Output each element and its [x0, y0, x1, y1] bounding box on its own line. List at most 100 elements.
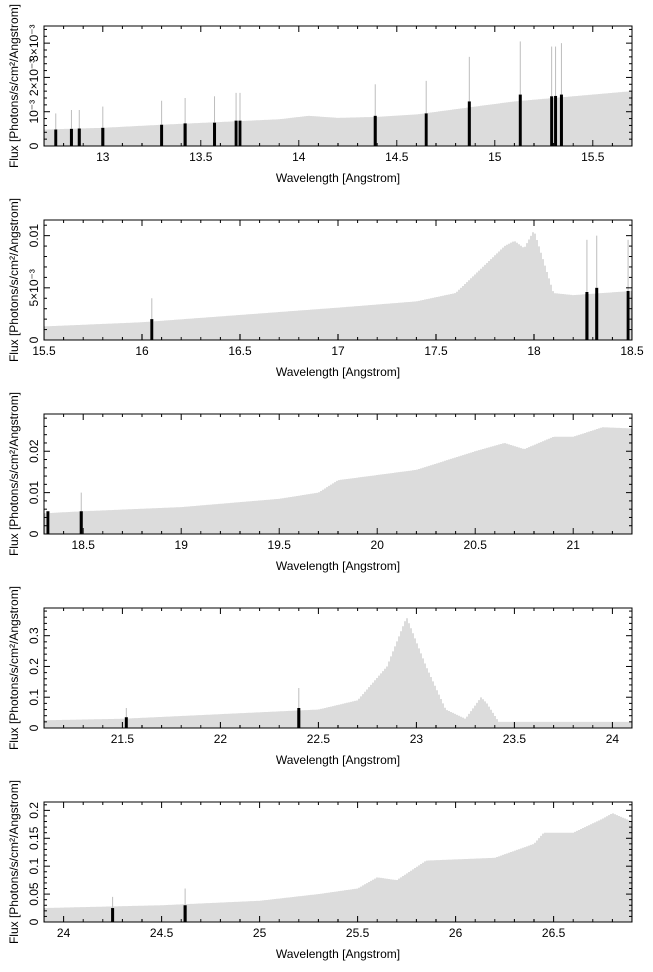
spectrum-plot-area	[44, 813, 632, 922]
x-tick-label: 20	[371, 538, 385, 552]
y-tick-label: 10⁻³	[27, 100, 41, 124]
x-tick-label: 15.5	[32, 344, 56, 358]
feature-bar	[424, 113, 428, 146]
y-tick-label: 0.2	[27, 658, 41, 675]
feature-bar	[585, 292, 589, 340]
y-tick-label: 0.02	[27, 439, 41, 463]
y-tick-label: 0	[27, 724, 41, 731]
y-tick-label: 2×10⁻³	[27, 59, 41, 96]
spectrum-panel-2: 15.5 16 16.5 17 17.5 18 18.5 0 5×10⁻³ 0.01 Wavelen…	[7, 198, 644, 379]
y-tick-label: 0	[27, 530, 41, 537]
spectrum-trace	[44, 618, 632, 728]
x-tick-label: 17	[331, 344, 345, 358]
x-tick-label: 22	[214, 732, 228, 746]
x-axis-label: Wavelength [Angstrom]	[276, 559, 400, 573]
feature-bar	[467, 101, 471, 146]
plot-frame	[43, 413, 633, 535]
y-tick-label: 0.1	[27, 689, 41, 706]
y-tick-label: 3×10⁻³	[27, 24, 41, 61]
y-tick-label: 0.1	[27, 858, 41, 875]
plot-frame	[43, 801, 633, 923]
x-axis-label: Wavelength [Angstrom]	[276, 171, 400, 185]
y-tick-label: 0.2	[27, 802, 41, 819]
spectrum-panel-3: 18.5 19 19.5 20 20.5 21 0 0.01 0.02 Wavelength [A…	[7, 392, 633, 573]
x-tick-label: 16.5	[228, 344, 252, 358]
feature-bar	[595, 287, 599, 340]
y-tick-label: 0.05	[27, 882, 41, 906]
x-axis-label: Wavelength [Angstrom]	[276, 947, 400, 961]
x-tick-label: 21.5	[111, 732, 135, 746]
y-tick-label: 0	[27, 336, 41, 343]
x-tick-label: 16	[135, 344, 149, 358]
feature-bar	[101, 127, 105, 146]
y-tick-label: 0.01	[27, 224, 41, 248]
x-tick-label: 18.5	[620, 344, 644, 358]
feature-bar	[79, 511, 83, 534]
x-tick-label: 13.5	[189, 150, 213, 164]
feature-bar	[77, 128, 81, 146]
feature-bar	[124, 717, 128, 728]
spectrum-plot-area	[44, 232, 632, 340]
x-tick-label: 25	[253, 926, 267, 940]
spectrum-panel-5: 24 24.5 25 25.5 26 26.5 0 0.05 0.1 0.15 0.2 Wavelen…	[7, 780, 633, 961]
spectrum-panel-4: 21.5 22 22.5 23 23.5 24 0 0.1 0.2 0.3 Wavelength […	[7, 586, 633, 767]
feature-bar	[238, 120, 242, 146]
feature-bar	[183, 123, 187, 146]
feature-bar	[518, 94, 522, 146]
feature-bar	[213, 122, 217, 146]
plot-frame	[43, 219, 633, 341]
x-tick-label: 24	[606, 732, 620, 746]
y-axis-label: Flux [Photons/s/cm²/Angstrom]	[7, 198, 21, 362]
spectrum-trace	[44, 813, 632, 922]
x-tick-label: 19.5	[268, 538, 292, 552]
feature-bar	[234, 120, 238, 146]
spectrum-plot-area	[44, 427, 632, 534]
feature-bar	[160, 124, 164, 146]
x-axis-label: Wavelength [Angstrom]	[276, 365, 400, 379]
x-tick-label: 22.5	[307, 732, 331, 746]
spectrum-plot-area	[44, 41, 632, 146]
x-tick-label: 17.5	[424, 344, 448, 358]
plot-frame	[43, 607, 633, 729]
y-tick-label: 0.3	[27, 627, 41, 644]
x-tick-label: 21	[567, 538, 581, 552]
x-tick-label: 23.5	[503, 732, 527, 746]
spectrum-trace	[44, 232, 632, 340]
x-axis-label: Wavelength [Angstrom]	[276, 753, 400, 767]
y-axis-label: Flux [Photons/s/cm²/Angstrom]	[7, 780, 21, 944]
feature-bar	[297, 708, 301, 728]
y-tick-label: 5×10⁻³	[27, 269, 41, 306]
feature-bar	[46, 511, 50, 534]
y-axis-label: Flux [Photons/s/cm²/Angstrom]	[7, 392, 21, 556]
feature-bar	[550, 96, 554, 146]
x-tick-label: 26.5	[542, 926, 566, 940]
x-tick-label: 14.5	[385, 150, 409, 164]
y-tick-label: 0.15	[27, 826, 41, 850]
x-tick-label: 26	[449, 926, 463, 940]
x-tick-label: 24	[57, 926, 71, 940]
feature-bar	[183, 905, 187, 922]
plot-frame	[43, 25, 633, 147]
feature-bar	[54, 129, 58, 146]
spectrum-trace	[44, 427, 632, 534]
x-tick-label: 13	[96, 150, 110, 164]
feature-bar	[150, 319, 154, 340]
x-tick-label: 15	[488, 150, 502, 164]
x-tick-label: 15.5	[581, 150, 605, 164]
y-axis-label: Flux [Photons/s/cm²/Angstrom]	[7, 4, 21, 168]
x-tick-label: 19	[175, 538, 189, 552]
y-tick-label: 0	[27, 142, 41, 149]
x-tick-label: 14	[292, 150, 306, 164]
spectrum-trace	[44, 91, 632, 146]
x-tick-label: 24.5	[150, 926, 174, 940]
feature-bar	[111, 908, 115, 922]
feature-bar	[626, 290, 630, 340]
x-tick-label: 25.5	[346, 926, 370, 940]
spectrum-panel-1: 13 13.5 14 14.5 15 15.5 0 10⁻³ 2×10⁻³3×10⁻³ Wavel…	[7, 4, 633, 185]
feature-bar	[69, 128, 73, 146]
y-tick-label: 0.01	[27, 481, 41, 505]
x-tick-label: 23	[410, 732, 424, 746]
feature-bar	[559, 94, 563, 146]
